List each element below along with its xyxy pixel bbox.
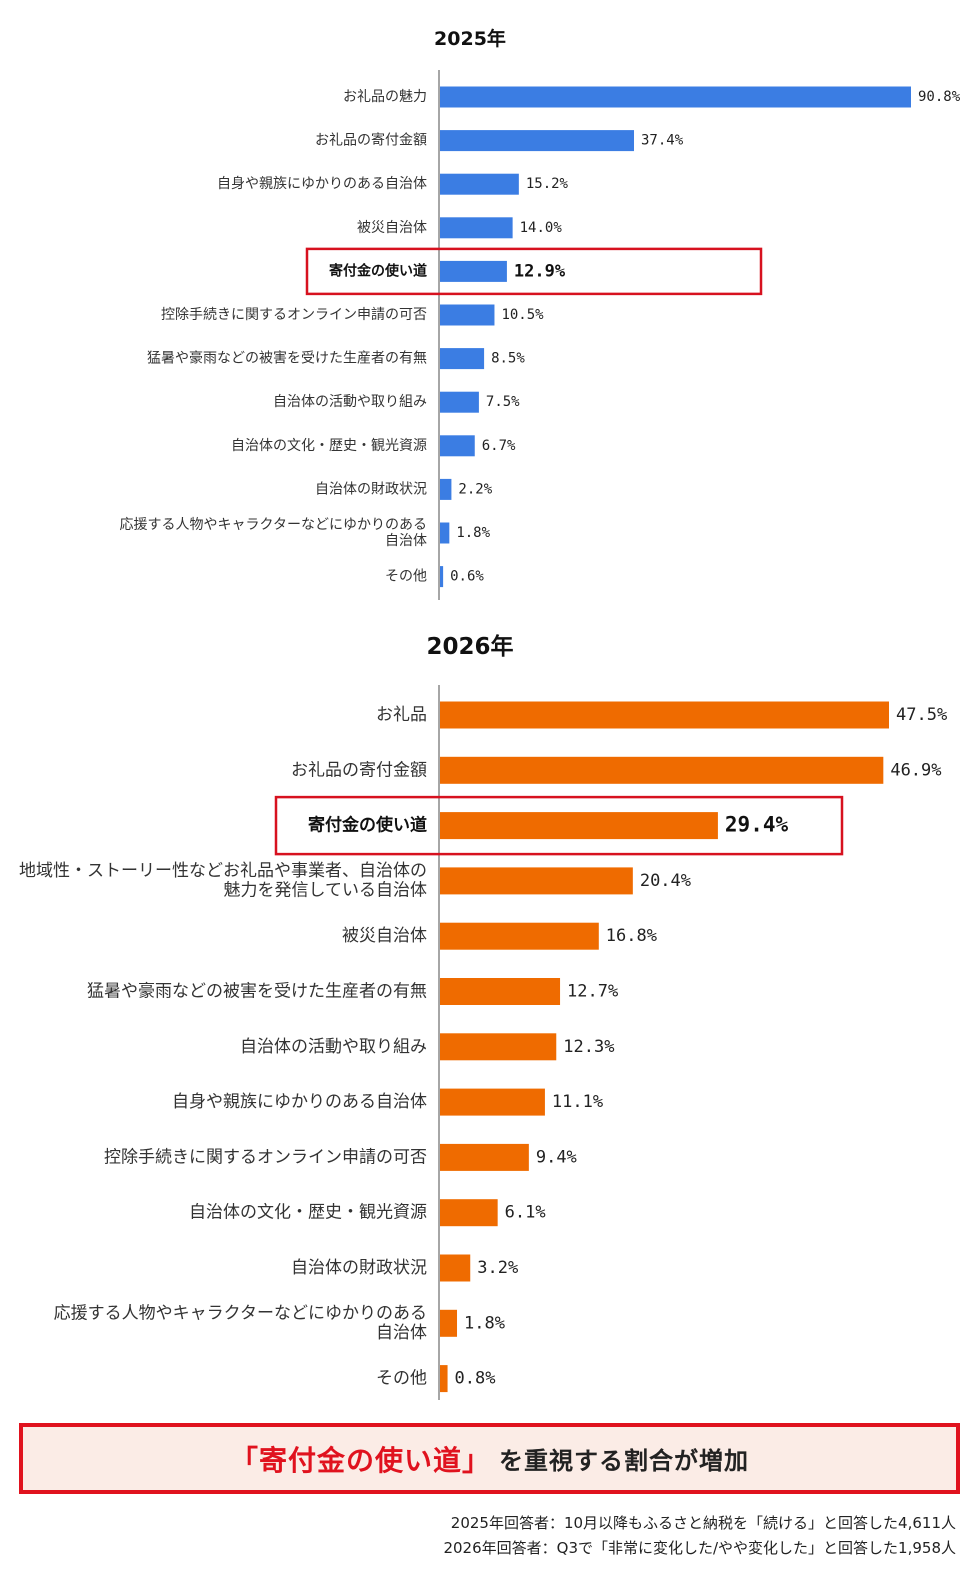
category-label: 自治体の財政状況 <box>315 481 427 497</box>
bar <box>440 1143 529 1171</box>
category-label: 自身や親族にゆかりのある自治体 <box>217 176 427 192</box>
chart-2026-title: 2026年 <box>426 634 514 660</box>
category-label: 自治体の文化・歴史・観光資源 <box>231 437 427 454</box>
category-label: 控除手続きに関するオンライン申請の可否 <box>161 306 427 323</box>
category-label: その他 <box>385 569 427 585</box>
value-label: 0.8% <box>455 1369 496 1389</box>
banner-highlight-text: 「寄付金の使い道」 <box>229 1443 491 1477</box>
bar <box>440 522 450 544</box>
value-label: 29.4% <box>725 813 789 837</box>
value-label: 7.5% <box>486 394 520 410</box>
value-label: 12.3% <box>563 1037 614 1057</box>
banner-rest-text: を重視する割合が増加 <box>499 1447 749 1475</box>
highlight-frame <box>274 795 844 856</box>
chart-2026: 47.5% お礼品 46.9% お礼品の寄付金額 29.4% 寄付金の使い道 20.4% 地域… <box>19 685 947 1400</box>
bar <box>440 173 519 195</box>
bar <box>440 1365 448 1393</box>
value-label: 47.5% <box>896 705 947 725</box>
bar <box>440 566 444 588</box>
bar <box>440 756 884 784</box>
category-label: 応援する人物やキャラクターなどにゆかりのある自治体 <box>54 1304 427 1344</box>
value-label: 3.2% <box>477 1258 518 1278</box>
bar <box>440 304 495 326</box>
bar <box>440 1199 498 1227</box>
value-label: 2.2% <box>458 481 492 497</box>
category-label: 寄付金の使い道 <box>308 815 427 836</box>
category-label: 自身や親族にゆかりのある自治体 <box>172 1092 427 1112</box>
category-label: 被災自治体 <box>342 926 427 946</box>
category-label: 自治体の活動や取り組み <box>273 394 427 410</box>
value-label: 9.4% <box>536 1147 577 1167</box>
category-label: 控除手続きに関するオンライン申請の可否 <box>104 1147 427 1167</box>
category-label: 自治体の活動や取り組み <box>240 1037 427 1057</box>
value-label: 46.9% <box>890 760 941 780</box>
value-label: 6.1% <box>505 1203 546 1223</box>
bar <box>440 701 889 729</box>
category-label: 猛暑や豪雨などの被害を受けた生産者の有無 <box>147 351 427 367</box>
category-label: お礼品 <box>376 705 427 725</box>
bar <box>440 1309 458 1337</box>
value-label: 10.5% <box>501 307 544 323</box>
chart-2025: 90.8% お礼品の魅力 37.4% お礼品の寄付金額 15.2% 自身や親族にゆかりのあ… <box>120 70 961 600</box>
chart-2025-title: 2025年 <box>434 28 506 50</box>
highlight-frame <box>305 247 763 296</box>
value-label: 1.8% <box>464 1313 505 1333</box>
category-label: お礼品の魅力 <box>343 89 427 105</box>
category-label: 地域性・ストーリー性などお礼品や事業者、自治体の魅力を発信している自治体 <box>19 861 427 901</box>
category-label: 寄付金の使い道 <box>329 262 427 279</box>
value-label: 12.7% <box>567 982 618 1002</box>
value-label: 15.2% <box>526 176 569 192</box>
bar <box>440 867 633 895</box>
footnote-2026: 2026年回答者：Q3で「非常に変化した/やや変化した」と回答した1,958人 <box>443 1539 956 1557</box>
value-label: 8.5% <box>491 351 525 367</box>
bar <box>440 260 507 282</box>
footnote-2025: 2025年回答者：10月以降もふるさと納税を「続ける」と回答した4,611人 <box>450 1514 956 1532</box>
category-label: 応援する人物やキャラクターなどにゆかりのある自治体 <box>120 517 427 549</box>
bar <box>440 978 561 1005</box>
value-label: 0.6% <box>450 569 484 585</box>
bar <box>440 348 485 370</box>
value-label: 90.8% <box>918 89 961 105</box>
value-label: 11.1% <box>552 1092 603 1112</box>
category-label: 自治体の文化・歴史・観光資源 <box>189 1203 427 1223</box>
category-label: 自治体の財政状況 <box>291 1258 427 1278</box>
category-label: その他 <box>376 1369 427 1389</box>
category-label: お礼品の寄付金額 <box>291 760 427 780</box>
value-label: 20.4% <box>640 871 691 891</box>
bar <box>440 478 452 500</box>
category-label: お礼品の寄付金額 <box>315 132 427 149</box>
bar <box>440 1254 471 1282</box>
bar <box>440 217 513 239</box>
value-label: 37.4% <box>641 133 684 149</box>
bar <box>440 1088 545 1116</box>
category-label: 被災自治体 <box>357 220 427 236</box>
value-label: 16.8% <box>606 926 657 946</box>
value-label: 1.8% <box>456 525 490 541</box>
conclusion-banner: 「寄付金の使い道」 を重視する割合が増加 <box>19 1423 960 1494</box>
bar <box>440 435 475 457</box>
bar <box>440 812 718 840</box>
category-label: 猛暑や豪雨などの被害を受けた生産者の有無 <box>87 981 427 1002</box>
bar <box>440 1033 557 1061</box>
value-label: 6.7% <box>482 438 516 454</box>
bar <box>440 922 599 950</box>
bar <box>440 130 635 152</box>
value-label: 12.9% <box>514 261 566 281</box>
bar <box>440 86 911 108</box>
value-label: 14.0% <box>520 220 563 236</box>
bar <box>440 391 479 413</box>
